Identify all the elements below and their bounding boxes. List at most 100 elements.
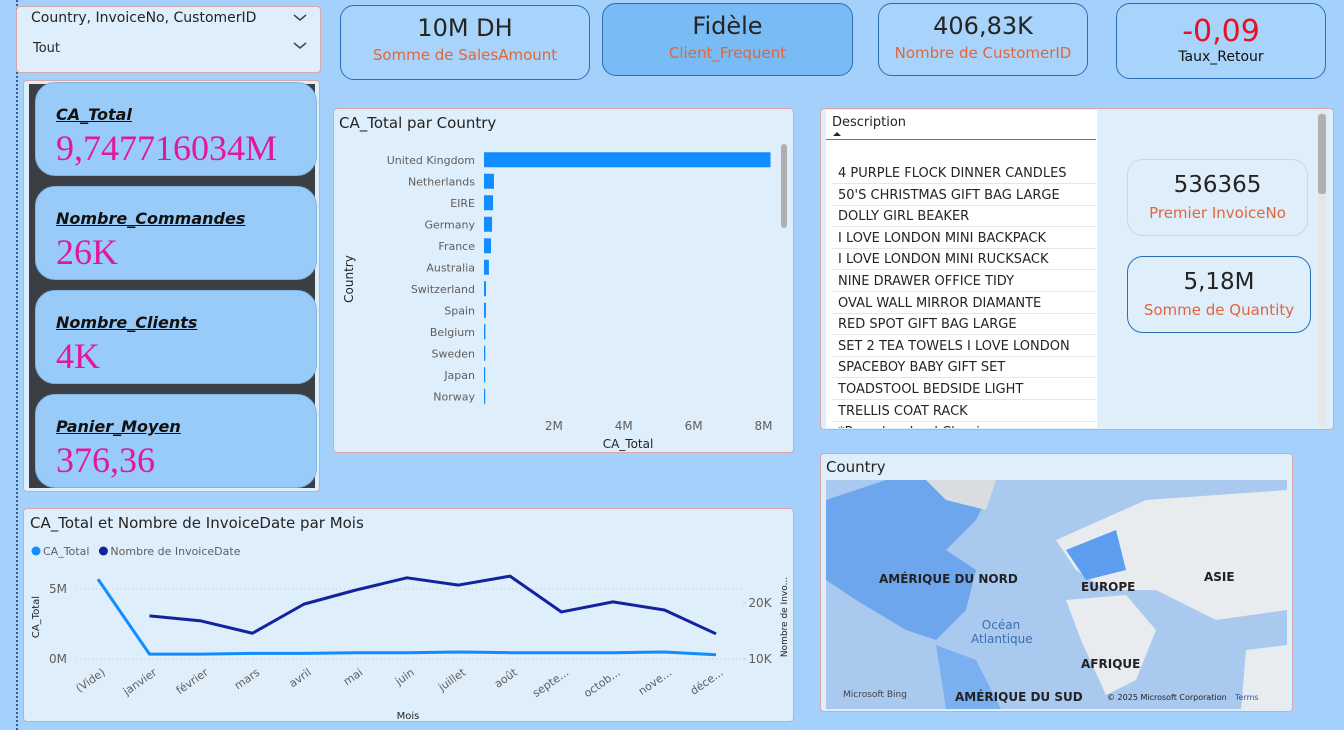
table-row[interactable]: SPACEBOY BABY GIFT SET (832, 357, 1096, 379)
y-tick-label: Spain (444, 304, 475, 317)
table-row[interactable]: 4 PURPLE FLOCK DINNER CANDLES (832, 163, 1096, 184)
info-value: 536365 (1173, 172, 1262, 198)
metric-card: CA_Total 9,747716034M (35, 82, 317, 176)
x-tick-label: 4M (615, 419, 633, 433)
y-tick-label: Belgium (430, 326, 475, 339)
kpi-label: Nombre de CustomerID (894, 44, 1072, 62)
table-row[interactable]: SET 2 TEA TOWELS I LOVE LONDON (832, 336, 1096, 357)
y-axis-title: CA_Total (31, 596, 42, 638)
x-tick-label: mars (232, 666, 262, 693)
map-credit: Microsoft Bing (843, 690, 907, 700)
info-label: Premier InvoiceNo (1149, 204, 1286, 222)
map-credit[interactable]: Terms (1235, 693, 1259, 702)
x-tick-label: déce... (688, 666, 726, 698)
map-label: Océan Atlantique (971, 618, 1033, 646)
bar (484, 238, 491, 254)
kpi-value: Fidèle (692, 12, 763, 40)
table-row[interactable]: 50'S CHRISTMAS GIFT BAG LARGE (832, 185, 1096, 206)
bar (484, 367, 486, 383)
y-tick-label: Switzerland (411, 283, 475, 296)
x-axis-title: CA_Total (603, 437, 654, 451)
legend-label: CA_Total (43, 545, 89, 558)
slicer-value[interactable]: Tout (33, 41, 61, 56)
side-cards: CA_Total 9,747716034M Nombre_Commandes 26K N… (29, 82, 317, 488)
bar (484, 302, 486, 318)
x-tick-label: septe... (530, 666, 571, 700)
y-tick-label: EIRE (450, 197, 475, 210)
table-row[interactable]: OVAL WALL MIRROR DIAMANTE (832, 293, 1096, 314)
y-tick-label: Germany (424, 218, 475, 231)
table-row[interactable]: TRELLIS COAT RACK (832, 401, 1096, 422)
table-row[interactable]: TOADSTOOL BEDSIDE LIGHT (832, 379, 1096, 400)
y2-axis-title: Nombre de Invo... (780, 577, 790, 657)
bar (484, 388, 486, 404)
map-label: ASIE (1204, 570, 1235, 584)
bar (484, 324, 486, 340)
map-credit: © 2025 Microsoft Corporation (1107, 693, 1227, 702)
y-tick-label: 5M (49, 582, 67, 596)
chart-title: CA_Total par Country (339, 114, 496, 133)
bar (484, 195, 494, 211)
slicer[interactable]: Country, InvoiceNo, CustomerID Tout (16, 6, 321, 73)
kpi-value: 406,83K (933, 12, 1033, 40)
table-row[interactable]: DOLLY GIRL BEAKER (832, 206, 1096, 228)
table-row[interactable]: I LOVE LONDON MINI RUCKSACK (832, 249, 1096, 271)
bar (484, 259, 489, 275)
x-tick-label: janvier (120, 666, 159, 699)
y-tick-label: Norway (433, 390, 475, 403)
x-axis-title: Mois (397, 711, 420, 721)
x-tick-label: juillet (435, 665, 469, 694)
y-tick-label: Netherlands (408, 175, 475, 188)
bar (484, 173, 494, 189)
sort-arrow[interactable] (832, 130, 842, 138)
line-series (96, 578, 717, 657)
header-line (826, 139, 1096, 140)
y2-tick-label: 20K (748, 596, 772, 610)
table: Description 4 PURPLE FLOCK DINNER CANDLE… (826, 110, 1097, 428)
metric-value: 26K (56, 232, 118, 272)
metric-label: Panier_Moyen (56, 417, 181, 436)
kpi-label: Client_Frequent (668, 44, 787, 62)
line-panel: CA_Total et Nombre de InvoiceDate par Mo… (23, 508, 794, 722)
info-value: 5,18M (1183, 269, 1255, 295)
metric-value: 9,747716034M (56, 128, 278, 168)
map-label: EUROPE (1081, 580, 1136, 594)
x-tick-label: 6M (685, 419, 703, 433)
kpi-label: Somme de SalesAmount (372, 46, 558, 64)
map-title: Country (826, 458, 886, 476)
bar-chart: CA_Total par Country Country CA_Total 2M 4M 6… (339, 114, 787, 451)
page-border (16, 0, 20, 730)
x-tick-label: juin (392, 666, 417, 689)
metric-card: Nombre_Clients 4K (35, 290, 317, 384)
table-row[interactable]: *Boombox Ipod Classic (832, 422, 1096, 428)
table-row[interactable]: I LOVE LONDON MINI BACKPACK (832, 228, 1096, 249)
map[interactable] (826, 480, 1287, 709)
metric-label: CA_Total (56, 105, 132, 124)
x-tick-label: (Vide) (73, 666, 107, 695)
metric-label: Nombre_Commandes (56, 209, 246, 228)
x-tick-label: mai (341, 666, 365, 688)
x-tick-label: octob... (581, 666, 622, 700)
kpi-card: 406,83K Nombre de CustomerID (878, 3, 1088, 76)
metric-value: 376,36 (56, 440, 155, 480)
kpi-card: -0,09 Taux_Retour (1116, 3, 1326, 79)
table-header[interactable]: Description (832, 115, 907, 130)
kpi-label: Taux_Retour (1178, 49, 1264, 65)
info-card: 5,18M Somme de Quantity (1127, 256, 1311, 333)
metric-card: Nombre_Commandes 26K (35, 186, 317, 280)
table-row[interactable]: RED SPOT GIFT BAG LARGE (832, 314, 1096, 336)
y-axis-title: Country (342, 255, 356, 303)
map-label: AMÉRIQUE DU NORD (879, 572, 1018, 586)
map-label: AMÉRIQUE DU SUD (955, 690, 1083, 704)
table-row[interactable]: NINE DRAWER OFFICE TIDY (832, 271, 1096, 292)
legend-marker (31, 546, 41, 556)
scroll-thumb[interactable] (1318, 114, 1326, 194)
slicer-chevrons[interactable] (291, 11, 311, 55)
line-chart: CA_Total et Nombre de InvoiceDate par Mo… (30, 514, 790, 722)
x-tick-label: 2M (545, 419, 563, 433)
info-card: 536365 Premier InvoiceNo (1127, 159, 1308, 236)
legend-label: Nombre de InvoiceDate (110, 545, 240, 558)
scrollbar[interactable] (1318, 111, 1326, 427)
legend-marker (98, 546, 108, 556)
